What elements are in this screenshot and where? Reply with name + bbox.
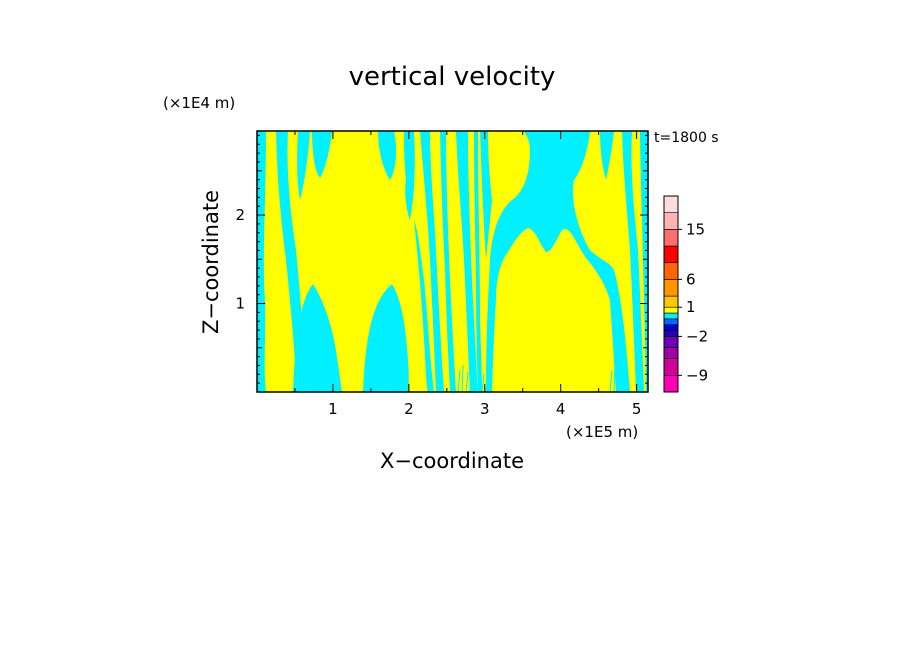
x-tick-label: 5 xyxy=(632,400,642,418)
colorbar-swatch xyxy=(663,330,679,337)
chart-title: vertical velocity xyxy=(349,62,556,92)
x-tick-label: 3 xyxy=(480,400,490,418)
colorbar-swatch xyxy=(663,375,679,393)
colorbar-label: −9 xyxy=(686,366,708,384)
colorbar-swatch xyxy=(663,347,679,359)
y-tick-label: 2 xyxy=(235,206,245,224)
ground-speckles xyxy=(457,359,629,392)
colorbar-swatch xyxy=(663,318,679,326)
contour-field xyxy=(257,131,648,392)
x-tick-label: 1 xyxy=(328,400,338,418)
y-tick-label: 1 xyxy=(235,295,245,313)
x-tick-label: 2 xyxy=(404,400,414,418)
colorbar-label: 15 xyxy=(686,220,705,238)
colorbar-swatch xyxy=(663,212,679,230)
y-ticks: 12 xyxy=(235,134,648,384)
colorbar-swatch xyxy=(663,262,679,280)
colorbar-label: 1 xyxy=(686,298,696,316)
x-ticks: 1 2 3 4 5 xyxy=(294,131,642,418)
y-axis-label: Z−coordinate xyxy=(199,190,223,334)
colorbar-swatch xyxy=(663,195,679,213)
colorbar-label: −2 xyxy=(686,327,708,345)
colorbar-swatch xyxy=(663,295,679,308)
colorbar-swatch xyxy=(663,245,679,264)
colorbar-label: 6 xyxy=(686,270,696,288)
colorbar-swatch xyxy=(663,279,679,297)
negative-regions xyxy=(257,131,648,392)
colorbar-swatch xyxy=(663,229,679,247)
colorbar-swatch xyxy=(663,336,679,348)
colorbar-swatch xyxy=(663,324,679,331)
x-axis-label: X−coordinate xyxy=(380,449,524,473)
colorbar-swatch xyxy=(663,306,679,314)
colorbar-frame xyxy=(663,195,679,393)
time-label: t=1800 s xyxy=(654,130,719,146)
y-unit-label: (×1E4 m) xyxy=(163,94,235,112)
x-unit-label: (×1E5 m) xyxy=(566,423,638,441)
x-tick-label: 4 xyxy=(556,400,566,418)
colorbar-swatch xyxy=(663,312,679,320)
plot-frame xyxy=(256,130,649,393)
colorbar: 15 6 1 −2 −9 xyxy=(663,195,708,393)
colorbar-swatch xyxy=(663,358,679,376)
